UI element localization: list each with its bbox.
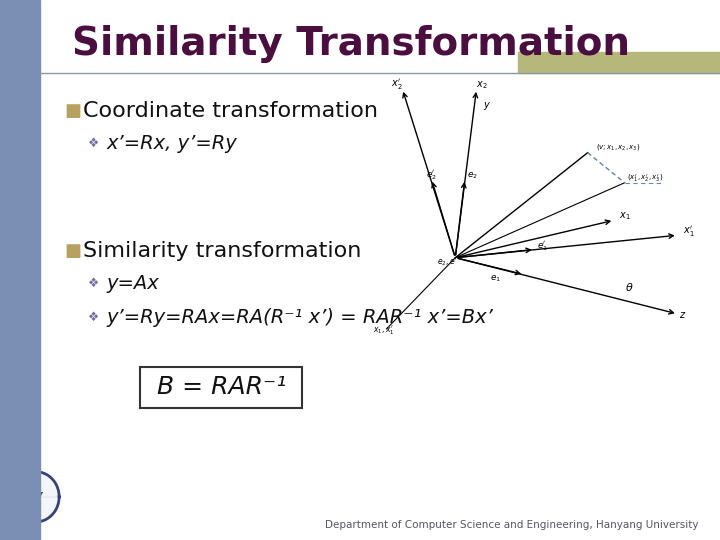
Text: y’=Ry=RAx=RA(R⁻¹ x’) = RAR⁻¹ x’=Bx’: y’=Ry=RAx=RA(R⁻¹ x’) = RAR⁻¹ x’=Bx’ [107,308,493,327]
Text: ❖: ❖ [88,277,99,290]
Text: $e_2,e'$: $e_2,e'$ [437,255,457,268]
Text: Similarity Transformation: Similarity Transformation [72,25,630,63]
Text: $(x_1', x_2', x_3')$: $(x_1', x_2', x_3')$ [627,173,664,185]
Text: Coordinate transformation: Coordinate transformation [83,100,378,121]
Text: $x_1$: $x_1$ [619,210,631,222]
Text: $x_1, x_1'$: $x_1, x_1'$ [373,323,395,337]
Text: $y$: $y$ [483,100,491,112]
Text: $x_1'$: $x_1'$ [683,225,695,239]
Text: ■: ■ [65,102,82,120]
Text: $z$: $z$ [679,310,687,320]
Text: $e_2'$: $e_2'$ [426,168,437,181]
Text: $\theta$: $\theta$ [625,281,634,293]
Text: ❖: ❖ [88,137,99,150]
Text: B = RAR⁻¹: B = RAR⁻¹ [157,375,286,400]
Text: $e_1$: $e_1$ [490,273,500,284]
Text: ■: ■ [65,242,82,260]
Text: $e_2$: $e_2$ [467,170,478,180]
Text: $e_1'$: $e_1'$ [537,239,549,253]
Text: y=Ax: y=Ax [107,274,159,293]
Text: Similarity transformation: Similarity transformation [83,241,361,261]
Text: $x_2$: $x_2$ [476,79,487,91]
Text: ❖: ❖ [88,311,99,324]
Text: HY: HY [28,492,44,502]
Text: x’=Rx, y’=Ry: x’=Rx, y’=Ry [107,133,238,153]
Text: Department of Computer Science and Engineering, Hanyang University: Department of Computer Science and Engin… [325,520,698,530]
Text: $(v; x_1, x_2, x_3)$: $(v; x_1, x_2, x_3)$ [595,143,640,152]
Text: $x_2'$: $x_2'$ [391,77,403,92]
